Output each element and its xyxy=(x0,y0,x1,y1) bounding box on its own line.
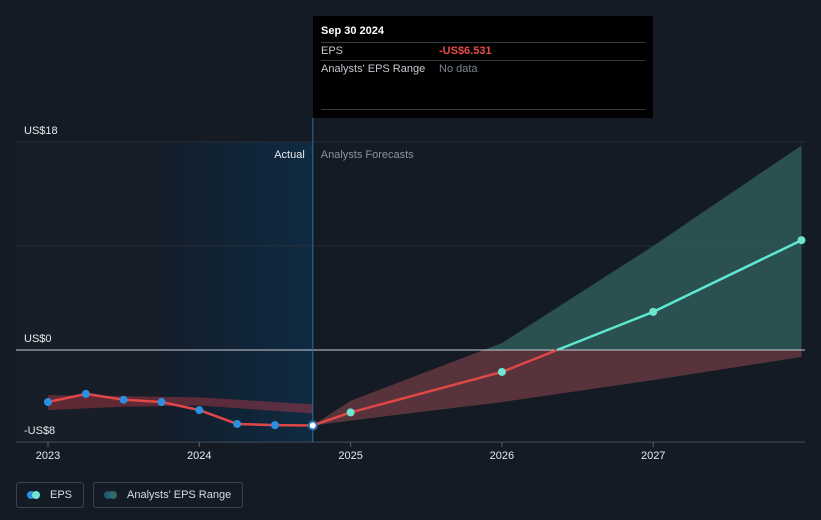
y-tick-label: -US$8 xyxy=(24,425,55,437)
y-tick-label: US$0 xyxy=(24,333,52,345)
x-tick-label: 2023 xyxy=(36,450,60,462)
tooltip-row-range: Analysts' EPS Range No data xyxy=(321,60,645,78)
x-tick-label: 2026 xyxy=(490,450,514,462)
eps-point-actual xyxy=(270,421,279,430)
tooltip-eps-value: -US$6.531 xyxy=(439,45,492,57)
eps-point-actual xyxy=(119,395,128,404)
eps-point-actual xyxy=(195,406,204,415)
tooltip: Sep 30 2024 EPS -US$6.531 Analysts' EPS … xyxy=(313,16,653,118)
legend: EPS Analysts' EPS Range xyxy=(16,482,244,508)
range-legend-icon xyxy=(104,491,119,499)
eps-forecast-line-negative xyxy=(312,348,558,427)
eps-point-actual xyxy=(81,389,90,398)
legend-eps-label: EPS xyxy=(50,489,73,501)
actual-label: Actual xyxy=(274,149,305,161)
eps-point-actual xyxy=(44,398,52,406)
tooltip-row-eps: EPS -US$6.531 xyxy=(321,42,645,60)
eps-point-actual xyxy=(233,419,242,428)
legend-eps[interactable]: EPS xyxy=(16,482,85,508)
forecast-label: Analysts Forecasts xyxy=(321,149,414,161)
x-tick-label: 2025 xyxy=(338,450,362,462)
eps-point-forecast xyxy=(346,408,355,417)
tooltip-range-value: No data xyxy=(439,63,478,75)
eps-actual-line xyxy=(47,392,313,427)
eps-legend-icon xyxy=(27,491,42,499)
eps-point-actual xyxy=(157,398,166,406)
actual-range-area xyxy=(48,395,313,414)
x-tick-label: 2024 xyxy=(187,450,211,462)
highlight-band xyxy=(161,142,313,442)
eps-point-forecast xyxy=(497,367,506,376)
eps-point-forecast xyxy=(797,236,806,245)
series-layer xyxy=(44,236,806,431)
axis-layer: US$18 US$0 -US$8 2023 2024 2025 2026 2027 xyxy=(24,125,665,462)
forecast-range-negative xyxy=(312,350,802,426)
eps-point-forecast xyxy=(649,307,658,316)
tooltip-range-label: Analysts' EPS Range xyxy=(321,63,426,75)
eps-point-selected xyxy=(307,420,318,431)
y-tick-label: US$18 xyxy=(24,125,58,137)
legend-eps-range[interactable]: Analysts' EPS Range xyxy=(93,482,244,508)
tooltip-divider xyxy=(321,109,645,110)
tooltip-date: Sep 30 2024 xyxy=(321,25,384,37)
tooltip-eps-label: EPS xyxy=(321,45,344,57)
legend-range-label: Analysts' EPS Range xyxy=(127,489,232,501)
x-tick-label: 2027 xyxy=(641,450,665,462)
